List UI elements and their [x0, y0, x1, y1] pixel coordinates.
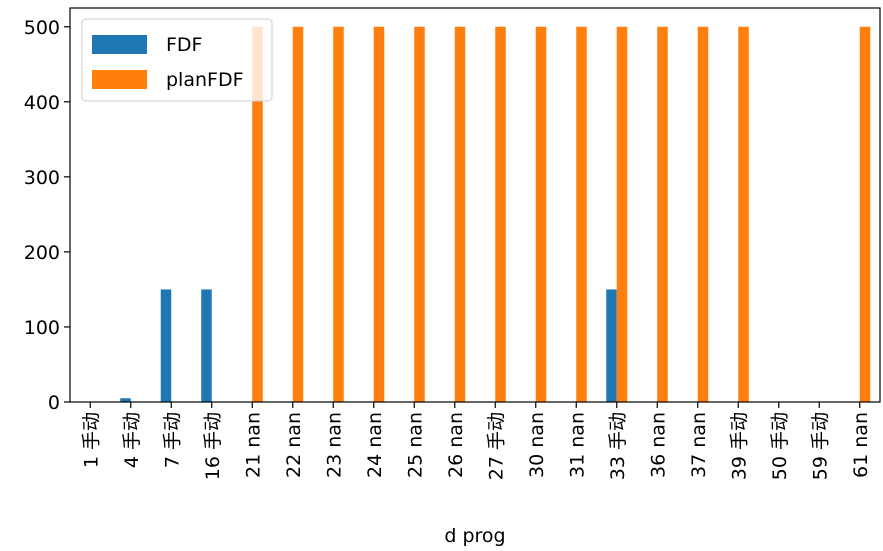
x-tick-label: 33 手动: [607, 412, 629, 480]
legend-swatch-planfdf: [92, 70, 147, 89]
bar-planfdf-12: [576, 26, 587, 402]
x-tick-label: 50 手动: [769, 412, 791, 480]
y-tick-label: 500: [24, 17, 60, 39]
x-tick-label: 25 nan: [404, 412, 426, 478]
x-tick-label: 59 手动: [809, 412, 831, 480]
y-tick-label: 200: [24, 242, 60, 264]
x-tick-label: 16 手动: [202, 412, 224, 480]
plot-frame: [69, 7, 881, 403]
legend-label-planfdf: planFDF: [166, 69, 244, 91]
x-tick-label: 21 nan: [242, 412, 264, 478]
x-tick-label: 37 nan: [688, 412, 710, 478]
bar-planfdf-16: [738, 26, 749, 402]
bar-planfdf-11: [535, 26, 547, 402]
y-tick-label: 400: [24, 92, 60, 114]
bar-fdf-1: [120, 398, 131, 402]
x-tick-label: 23 nan: [323, 412, 345, 478]
x-tick-label: 27 手动: [485, 412, 507, 480]
x-tick-label: 4 手动: [121, 412, 143, 468]
bar-planfdf-15: [697, 26, 709, 402]
y-tick-label: 300: [24, 167, 60, 189]
bar-planfdf-19: [859, 26, 871, 402]
y-tick-label: 100: [24, 317, 60, 339]
x-tick-label: 7 手动: [161, 412, 183, 468]
legend: FDF planFDF: [81, 18, 273, 102]
bar-planfdf-6: [333, 26, 344, 402]
bars-layer: [120, 26, 871, 402]
x-tick-label: 1 手动: [80, 412, 102, 468]
bar-fdf-3: [201, 289, 212, 402]
x-tick-label: 26 nan: [445, 412, 467, 478]
x-tick-label: 39 手动: [728, 412, 750, 480]
bar-planfdf-4: [252, 26, 263, 402]
bar-planfdf-13: [616, 26, 628, 402]
legend-label-fdf: FDF: [166, 34, 203, 56]
bar-planfdf-7: [373, 26, 385, 402]
x-tick-label: 61 nan: [850, 412, 872, 478]
bar-planfdf-14: [657, 26, 668, 402]
x-tick-label: 24 nan: [364, 412, 386, 478]
bar-planfdf-5: [292, 26, 304, 402]
bar-planfdf-8: [414, 26, 425, 402]
x-tick-label: 22 nan: [283, 412, 305, 478]
x-tick-label: 31 nan: [566, 412, 588, 478]
legend-swatch-fdf: [92, 35, 147, 54]
bar-planfdf-9: [454, 26, 466, 402]
y-tick-label: 0: [48, 392, 60, 414]
bar-planfdf-10: [495, 26, 506, 402]
x-tick-label: 36 nan: [647, 412, 669, 478]
x-tick-label: 30 nan: [526, 412, 548, 478]
bar-fdf-2: [160, 289, 172, 402]
x-axis-title: d prog: [444, 525, 505, 547]
axes-layer: 0 100 200 300 400 500 1 手动 4 手动 7 手动 16 手动 21 nan 2…: [24, 7, 881, 480]
bar-fdf-13: [606, 289, 617, 402]
